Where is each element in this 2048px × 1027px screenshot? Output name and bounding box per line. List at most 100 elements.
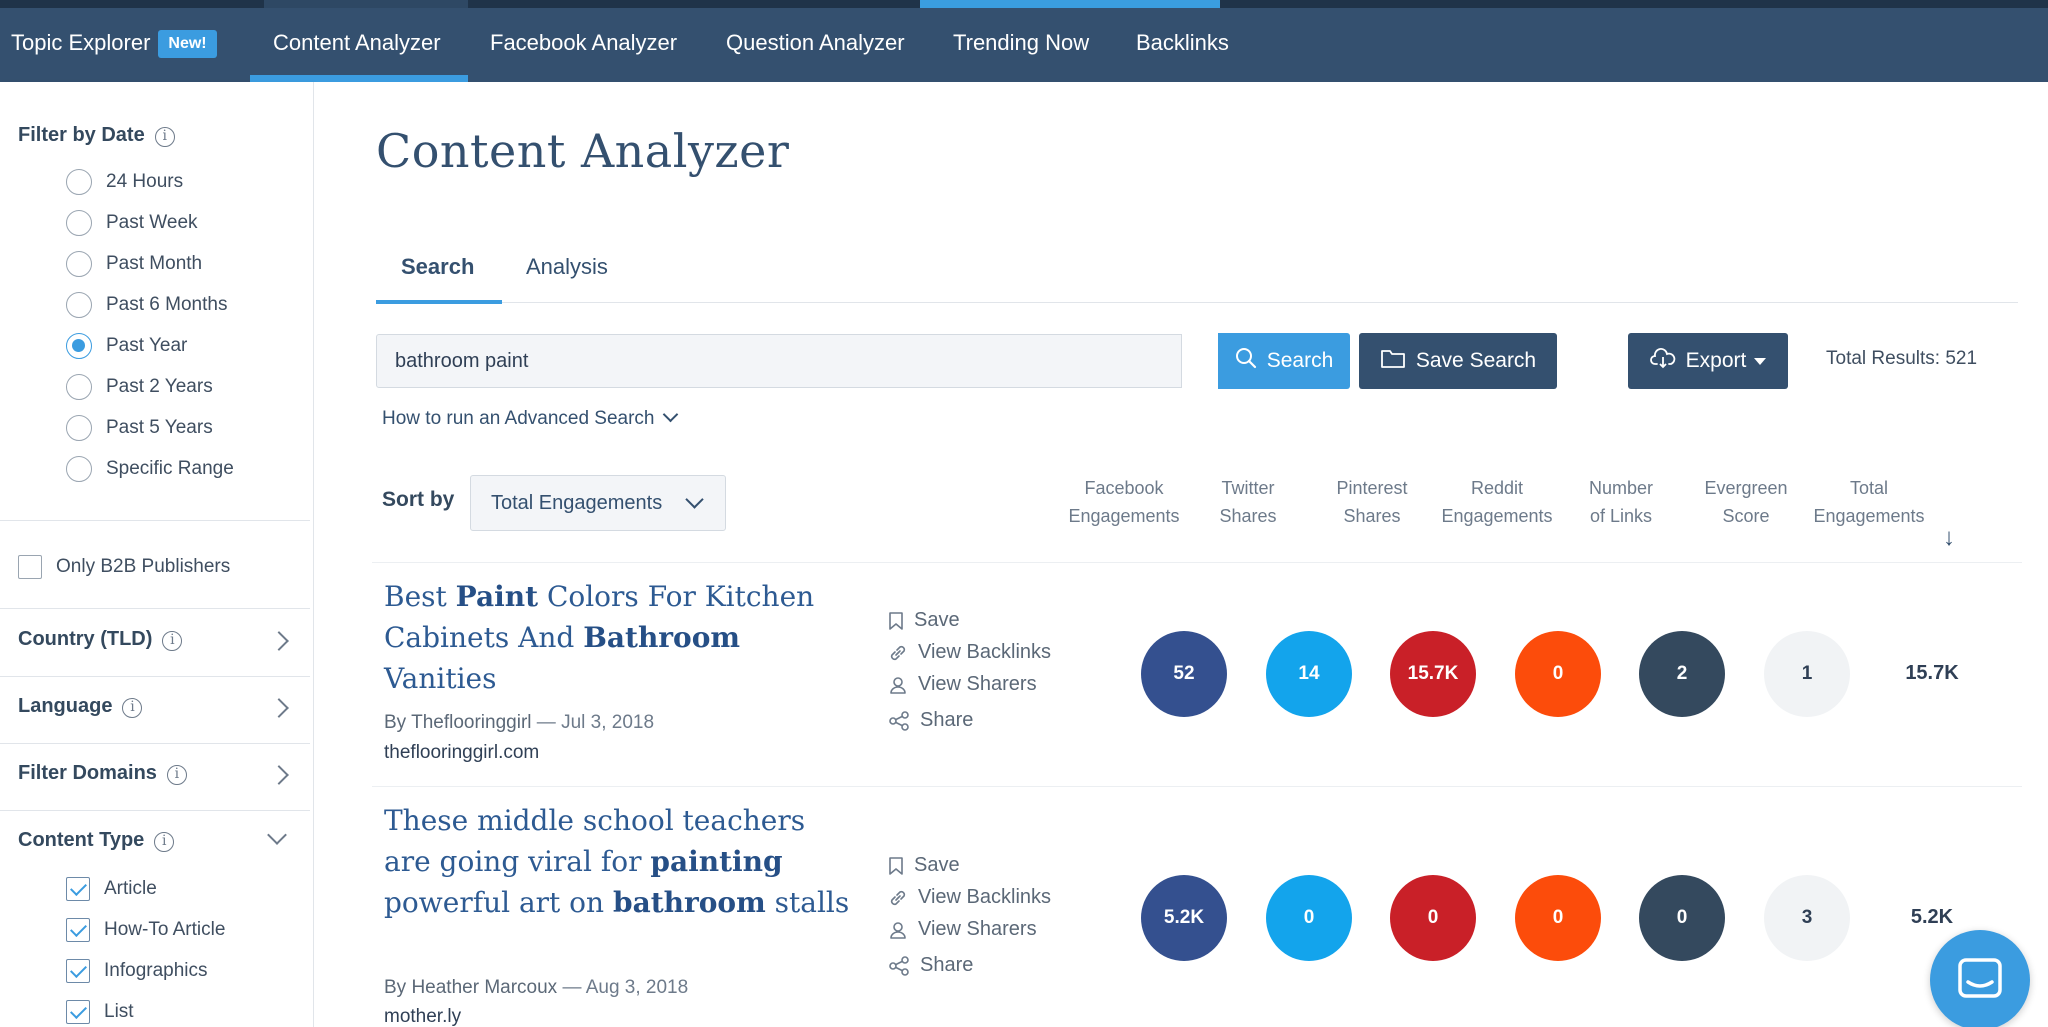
search-icon [1235, 347, 1257, 375]
info-icon[interactable]: i [122, 698, 143, 718]
chat-widget-button[interactable] [1930, 930, 2030, 1027]
result-author[interactable]: By Heather Marcoux [384, 977, 558, 998]
checkbox[interactable] [18, 555, 42, 579]
chevron-right-icon[interactable] [269, 631, 289, 651]
col-line: Engagements [1441, 506, 1553, 526]
col-reddit-engagements[interactable]: Reddit Engagements [1437, 474, 1557, 530]
col-evergreen-score[interactable]: Evergreen Score [1686, 474, 1806, 530]
checkbox-checked[interactable] [66, 918, 90, 942]
nav-trending-now[interactable]: Trending Now [953, 30, 1090, 55]
view-backlinks-action[interactable]: View Backlinks [888, 886, 1051, 909]
view-backlinks-action[interactable]: View Backlinks [888, 641, 1051, 664]
filter-domains-heading[interactable]: Filter Domains i [18, 762, 187, 785]
twitter-shares-bubble: 0 [1266, 875, 1352, 961]
info-icon[interactable]: i [162, 631, 183, 651]
tab-analysis[interactable]: Analysis [526, 254, 608, 279]
save-search-button[interactable]: Save Search [1359, 333, 1557, 389]
date-option-past-month[interactable]: Past Month [66, 250, 202, 278]
col-number-of-links[interactable]: Number of Links [1561, 474, 1681, 530]
share-icon [889, 955, 909, 976]
col-pinterest-shares[interactable]: Pinterest Shares [1312, 474, 1432, 530]
date-option-specific-range[interactable]: Specific Range [66, 455, 234, 483]
sort-dropdown-value: Total Engagements [491, 491, 663, 514]
col-line: Number [1588, 478, 1654, 498]
result-title[interactable]: These middle school teachers are going v… [384, 800, 854, 923]
col-total-engagements[interactable]: Total Engagements [1809, 474, 1929, 530]
title-part-bold: Paint [455, 580, 539, 613]
content-type-infographics[interactable]: Infographics [66, 958, 208, 984]
info-icon[interactable]: i [166, 765, 187, 785]
top-strip-highlight [920, 0, 1220, 8]
radio-button[interactable] [66, 374, 92, 400]
chevron-down-icon[interactable] [267, 825, 287, 845]
export-button[interactable]: Export [1628, 333, 1788, 389]
nav-question-analyzer[interactable]: Question Analyzer [726, 30, 905, 55]
radio-button[interactable] [66, 415, 92, 441]
new-badge: New! [158, 30, 217, 58]
content-type-list[interactable]: List [66, 999, 134, 1025]
radio-button[interactable] [66, 169, 92, 195]
checkbox-checked[interactable] [66, 1000, 90, 1024]
country-tld-heading[interactable]: Country (TLD) i [18, 628, 183, 651]
nav-facebook-analyzer[interactable]: Facebook Analyzer [490, 30, 678, 55]
title-part: Vanities [384, 662, 497, 695]
nav-backlinks[interactable]: Backlinks [1136, 30, 1229, 55]
tab-search[interactable]: Search [401, 254, 475, 279]
col-line: Engagements [1813, 506, 1925, 526]
date-option-past-2-years[interactable]: Past 2 Years [66, 373, 213, 401]
save-action[interactable]: Save [888, 854, 960, 877]
nav-topic-explorer[interactable]: Topic Explorer New! [11, 26, 217, 60]
col-line: Engagements [1068, 506, 1180, 526]
radio-button[interactable] [66, 210, 92, 236]
col-facebook-engagements[interactable]: Facebook Engagements [1064, 474, 1184, 530]
date-option-past-year[interactable]: Past Year [66, 332, 187, 360]
col-line: Shares [1343, 506, 1401, 526]
sort-dropdown[interactable]: Total Engagements [470, 475, 726, 531]
share-action[interactable]: Share [888, 954, 973, 977]
content-type-article[interactable]: Article [66, 876, 157, 902]
language-heading[interactable]: Language i [18, 695, 143, 718]
radio-button-selected[interactable] [66, 333, 92, 359]
radio-button[interactable] [66, 251, 92, 277]
top-strip-segment [264, 0, 468, 8]
pinterest-shares-bubble: 0 [1390, 875, 1476, 961]
col-line: Total [1849, 478, 1889, 498]
content-type-heading[interactable]: Content Type i [18, 829, 175, 852]
search-input[interactable] [376, 334, 1182, 388]
folder-icon [1380, 347, 1406, 375]
checkbox-checked[interactable] [66, 877, 90, 901]
date-option-past-week[interactable]: Past Week [66, 209, 198, 237]
chevron-right-icon[interactable] [269, 698, 289, 718]
view-sharers-action[interactable]: View Sharers [888, 918, 1037, 941]
share-action[interactable]: Share [888, 709, 973, 732]
sort-descending-icon: ↓ [1943, 524, 1955, 551]
col-twitter-shares[interactable]: Twitter Shares [1188, 474, 1308, 530]
number-of-links-bubble[interactable]: 2 [1639, 631, 1725, 717]
twitter-shares-bubble: 14 [1266, 631, 1352, 717]
content-type-how-to-article[interactable]: How-To Article [66, 917, 225, 943]
date-option-past-5-years[interactable]: Past 5 Years [66, 414, 213, 442]
nav-content-analyzer[interactable]: Content Analyzer [273, 30, 441, 55]
chevron-right-icon[interactable] [269, 765, 289, 785]
sidebar-divider [0, 743, 310, 744]
radio-button[interactable] [66, 456, 92, 482]
result-domain[interactable]: theflooringgirl.com [384, 742, 540, 763]
search-button[interactable]: Search [1218, 333, 1350, 389]
action-label: View Sharers [918, 673, 1037, 695]
advanced-search-link[interactable]: How to run an Advanced Search [382, 406, 678, 430]
result-author[interactable]: By Theflooringgirl [384, 712, 532, 733]
info-icon[interactable]: i [154, 832, 175, 852]
result-meta: By Theflooringgirl — Jul 3, 2018 [384, 712, 654, 734]
result-domain[interactable]: mother.ly [384, 1006, 462, 1027]
checkbox-label: List [104, 1001, 134, 1022]
info-icon[interactable]: i [154, 127, 175, 147]
view-sharers-action[interactable]: View Sharers [888, 673, 1037, 696]
checkbox-checked[interactable] [66, 959, 90, 983]
b2b-publishers-filter[interactable]: Only B2B Publishers [18, 554, 230, 580]
save-action[interactable]: Save [888, 609, 960, 632]
radio-button[interactable] [66, 292, 92, 318]
date-option-24-hours[interactable]: 24 Hours [66, 168, 183, 196]
date-option-past-6-months[interactable]: Past 6 Months [66, 291, 227, 319]
number-of-links-bubble[interactable]: 0 [1639, 875, 1725, 961]
result-title[interactable]: Best Paint Colors For Kitchen Cabinets A… [384, 576, 854, 699]
